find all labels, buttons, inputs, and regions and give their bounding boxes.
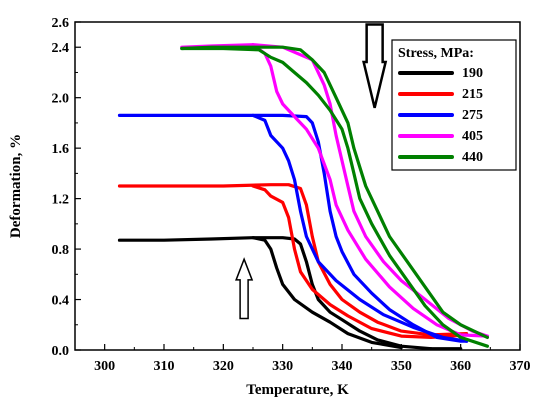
up-arrow-icon [235,257,254,320]
annotation-arrows [235,23,388,320]
x-tick-label: 350 [391,359,412,374]
series-190-cooling-line [117,236,463,351]
series-440-heating-line [180,46,489,348]
y-tick-label: 2.6 [52,16,70,31]
y-axis-ticks: 0.0 0.4 0.8 1.2 1.6 2.0 2.4 2.6 [52,16,81,359]
series-215-cooling-line [117,183,469,337]
x-tick-label: 310 [154,359,175,374]
plot-frame [74,21,521,351]
y-tick-label: 0.4 [52,294,70,309]
series-190-heating-line [251,236,403,350]
x-axis-title: Temperature, K [246,382,349,398]
series-405-heating-line [251,43,489,338]
legend-label-215: 215 [462,87,483,102]
down-arrow-icon [362,23,388,109]
x-tick-label: 340 [332,359,353,374]
y-tick-label: 0.8 [52,243,70,258]
y-tick-label: 2.0 [52,92,70,107]
series-275-cooling-line [117,113,469,343]
y-tick-label: 1.6 [52,142,70,157]
x-tick-label: 360 [450,359,471,374]
x-tick-label: 320 [213,359,234,374]
series-275-heating-line [251,113,469,343]
legend-label-440: 440 [462,150,483,165]
series-lines [117,43,489,351]
legend-label-275: 275 [462,108,483,123]
legend: Stress, MPa: 190 215 275 405 440 [391,39,517,171]
y-tick-label: 1.2 [52,193,70,208]
x-tick-label: 330 [272,359,293,374]
legend-box [391,39,517,171]
y-tick-label: 2.4 [52,41,70,56]
legend-title: Stress, MPa: [398,46,474,61]
series-440-cooling-line [180,45,489,339]
series-215-heating-line [251,184,469,339]
x-tick-label: 300 [94,359,115,374]
y-tick-label: 0.0 [52,344,70,359]
x-tick-label: 370 [510,359,531,374]
x-axis-ticks: 300 310 320 330 340 350 360 370 [74,344,531,374]
legend-label-190: 190 [462,66,483,81]
y-axis-title: Deformation, % [8,134,24,238]
legend-label-405: 405 [462,129,483,144]
